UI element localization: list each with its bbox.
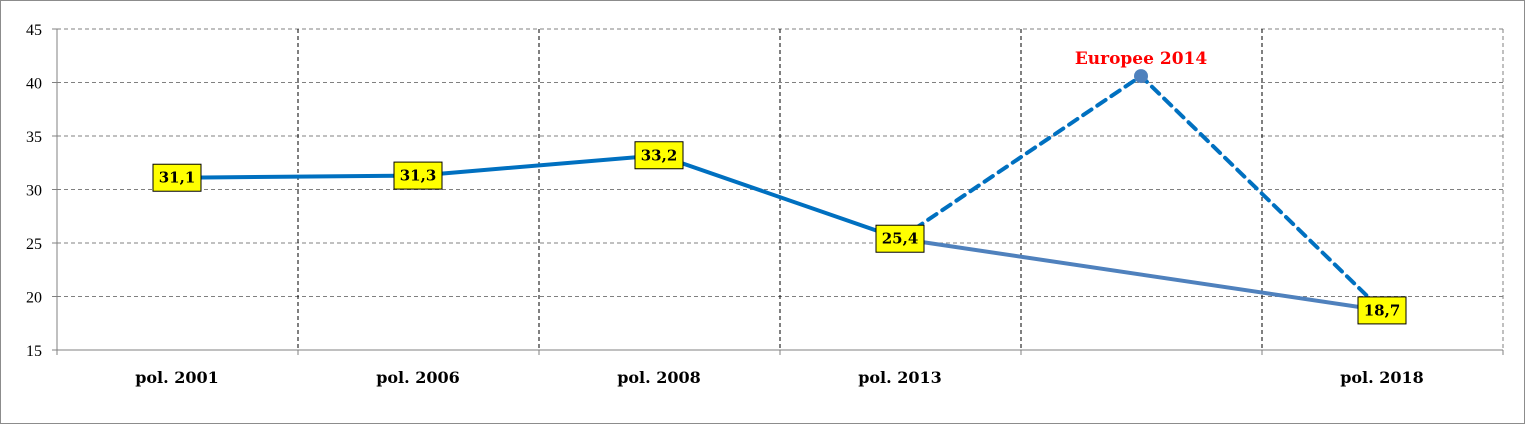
y-tick-label: 30 <box>26 183 42 200</box>
series-line-1 <box>175 153 902 241</box>
data-label-box <box>875 224 925 253</box>
data-label: 33,2 <box>641 146 678 164</box>
y-tick-label: 45 <box>26 22 42 39</box>
data-label: 31,1 <box>159 169 196 187</box>
x-tick-label: pol. 2006 <box>376 368 460 387</box>
y-tick-label: 20 <box>26 290 42 307</box>
data-label: 18,7 <box>1364 301 1401 319</box>
data-label-box <box>634 141 684 170</box>
annotation-marker <box>1134 69 1148 84</box>
data-label-box <box>1357 296 1407 325</box>
x-tick-label: pol. 2018 <box>1340 368 1424 387</box>
data-label-box <box>393 161 443 190</box>
x-tick-label: pol. 2008 <box>617 368 701 387</box>
y-tick-label: 35 <box>26 129 42 146</box>
annotation-label: Europee 2014 <box>1075 49 1208 69</box>
x-tick-label: pol. 2001 <box>135 368 219 387</box>
y-tick-label: 25 <box>26 236 42 253</box>
y-tick-label: 15 <box>26 343 42 360</box>
y-tick-label: 40 <box>26 76 42 93</box>
data-label: 25,4 <box>882 230 919 248</box>
x-tick-label: pol. 2013 <box>858 368 942 387</box>
data-label-box <box>152 163 202 192</box>
data-label: 31,3 <box>400 167 437 185</box>
series-line-2 <box>898 236 1384 313</box>
